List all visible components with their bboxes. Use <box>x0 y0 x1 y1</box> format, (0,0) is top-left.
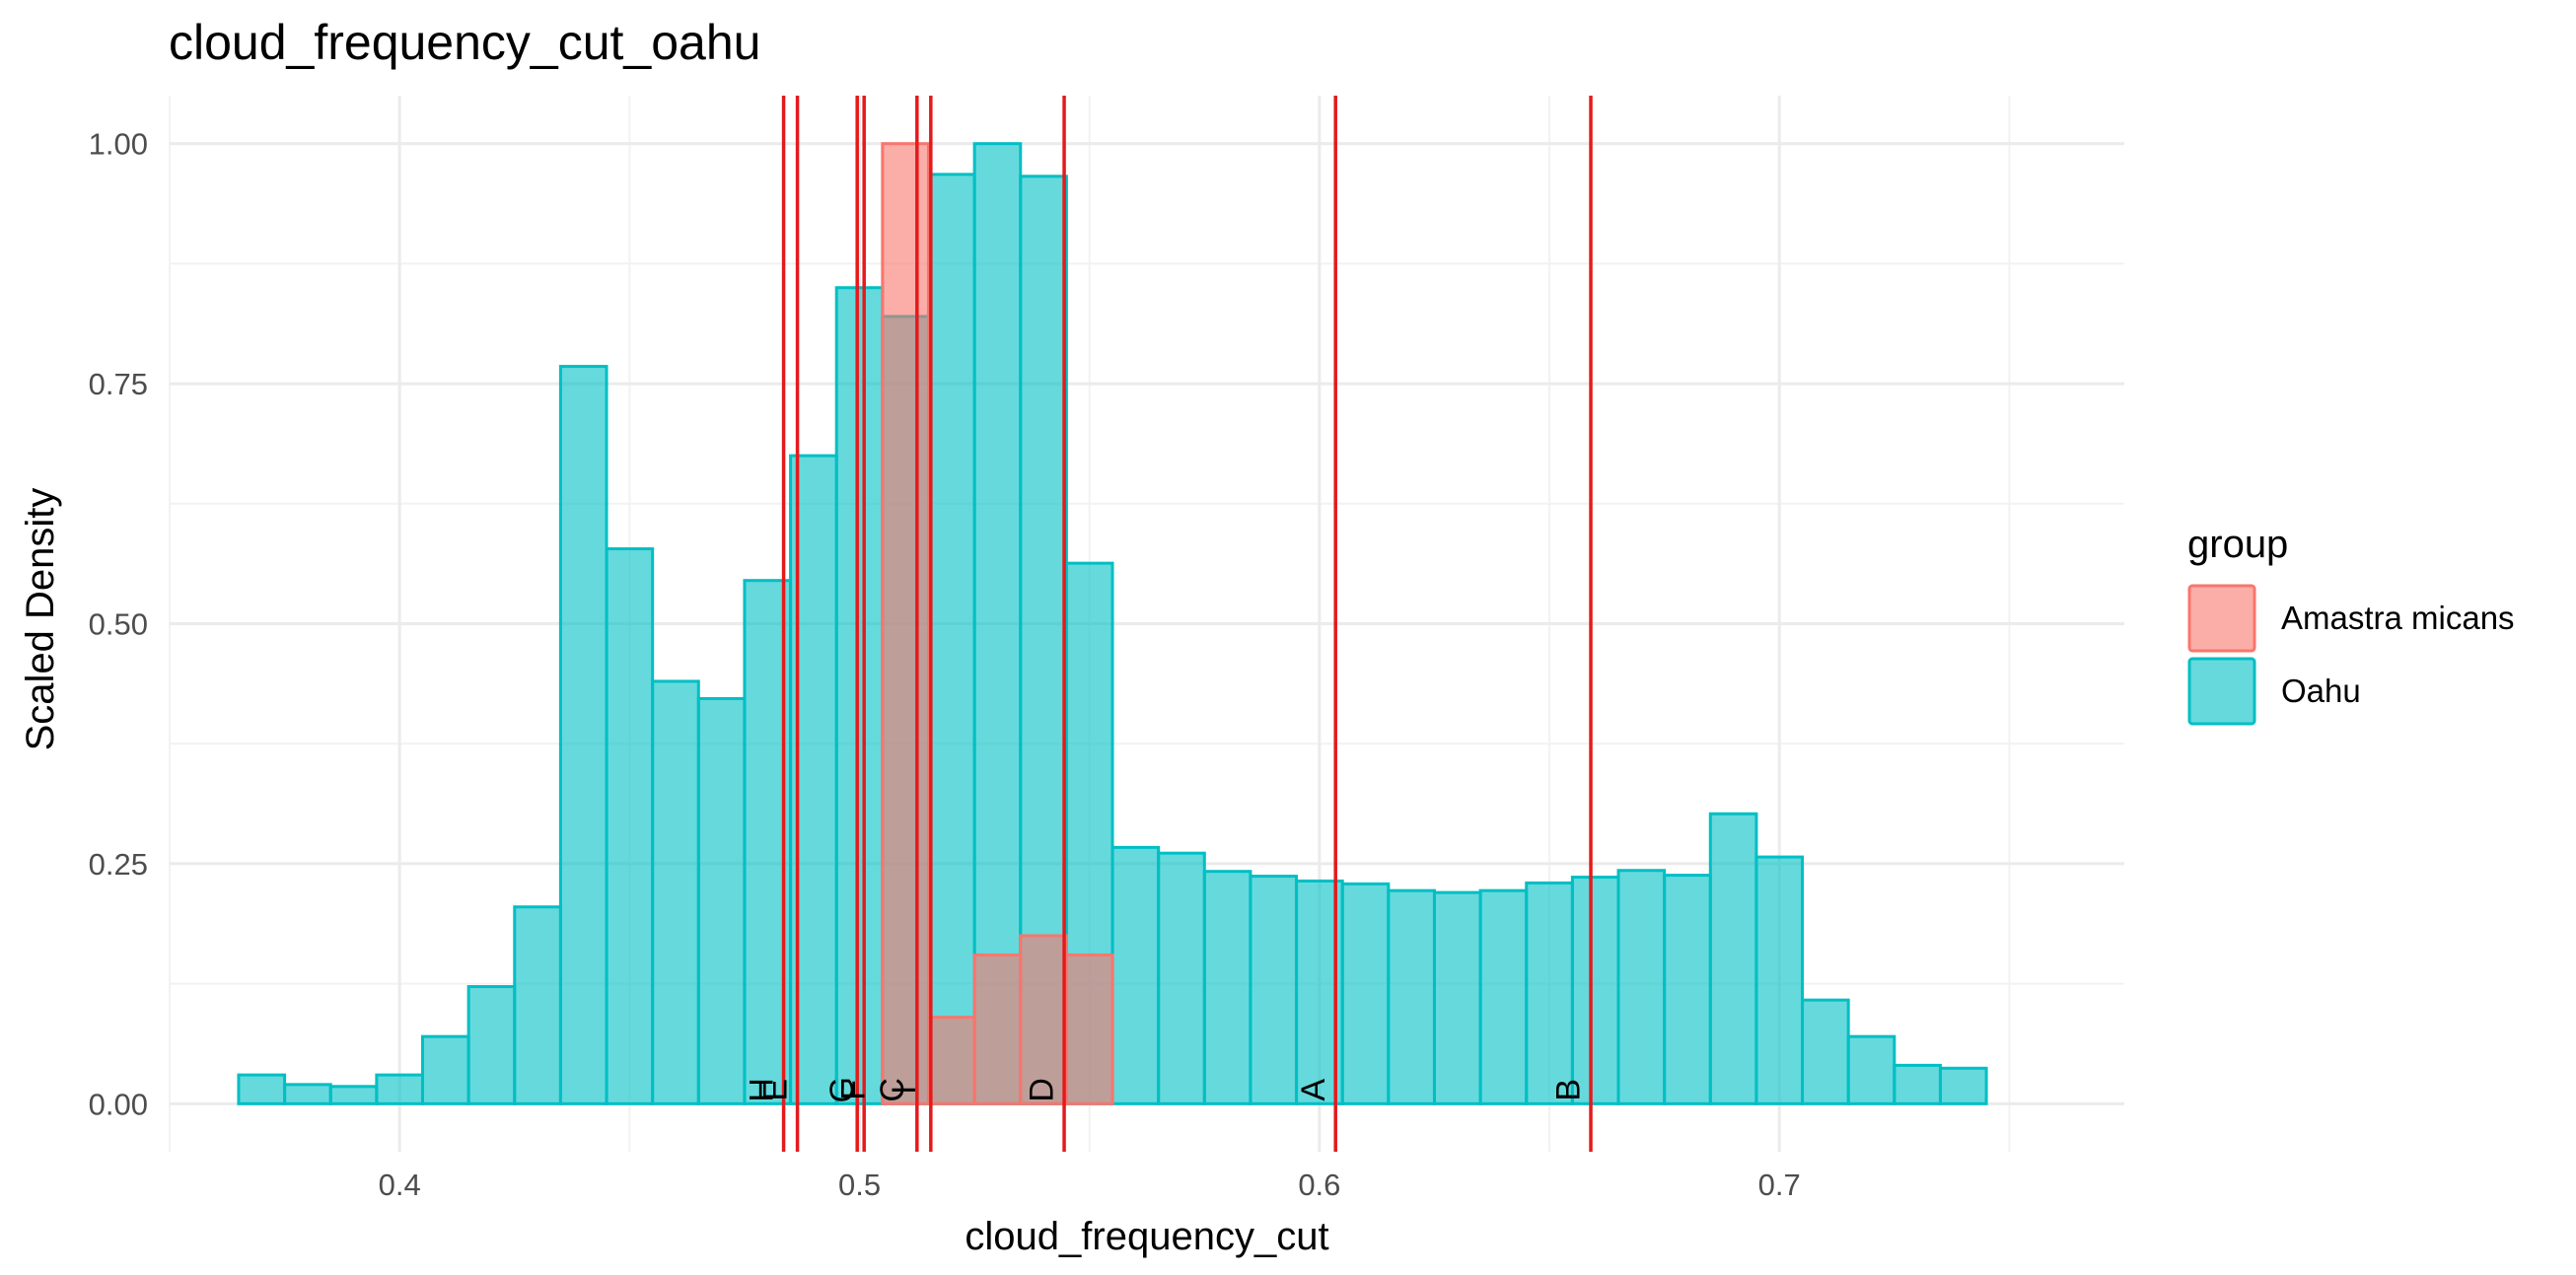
legend-item-amastra-micans: Amastra micans <box>2187 584 2515 653</box>
oahu-bar <box>558 365 608 1105</box>
reference-line-label: G <box>823 1077 861 1102</box>
reference-line-label: D <box>1024 1078 1061 1102</box>
y-tick-label: 1.00 <box>89 127 148 162</box>
oahu-bar <box>420 1034 470 1105</box>
legend: group Amastra micans Oahu <box>2187 523 2515 726</box>
oahu-bar <box>696 696 747 1105</box>
y-tick-label: 0.00 <box>89 1087 148 1121</box>
oahu-bar <box>1846 1034 1896 1105</box>
oahu-bar <box>513 905 562 1105</box>
oahu-bar <box>237 1073 287 1105</box>
x-tick-label: 0.5 <box>838 1168 881 1202</box>
amastra-micans-bar <box>881 142 930 1105</box>
y-axis-tick-labels: 0.00 0.25 0.50 0.75 1.00 <box>89 127 148 1122</box>
legend-label-oahu: Oahu <box>2281 673 2361 709</box>
oahu-bar <box>1249 875 1299 1105</box>
oahu-bar <box>1616 869 1667 1105</box>
legend-item-oahu: Oahu <box>2187 657 2361 726</box>
amastra-micans-bars <box>881 142 1114 1105</box>
amastra-micans-bar <box>972 953 1023 1105</box>
oahu-bar <box>651 679 700 1105</box>
reference-line-labels: HE GF CI D A B <box>743 1077 1587 1102</box>
oahu-bar <box>1663 874 1712 1105</box>
oahu-bar <box>1570 876 1620 1105</box>
oahu-bar <box>834 286 885 1105</box>
oahu-bar <box>1801 998 1850 1105</box>
x-tick-label: 0.4 <box>379 1168 421 1202</box>
reference-line-label: F <box>835 1080 873 1100</box>
oahu-bar <box>1202 870 1252 1105</box>
reference-line-label: C <box>874 1078 911 1102</box>
oahu-bar <box>1754 855 1805 1105</box>
oahu-bar <box>1110 845 1161 1105</box>
x-axis-tick-labels: 0.4 0.5 0.6 0.7 <box>379 1168 1801 1202</box>
oahu-bar <box>283 1083 332 1105</box>
oahu-bar <box>1340 882 1391 1105</box>
y-tick-label: 0.75 <box>89 367 148 401</box>
oahu-bar <box>1708 812 1758 1105</box>
legend-title: group <box>2187 523 2288 566</box>
legend-swatch-oahu <box>2187 657 2256 726</box>
oahu-bar <box>1938 1066 1988 1105</box>
oahu-bar <box>605 547 655 1105</box>
oahu-bars <box>237 142 1988 1105</box>
reference-line-label: I <box>886 1086 923 1095</box>
oahu-bar <box>1432 890 1482 1105</box>
oahu-bar <box>375 1073 424 1105</box>
legend-swatch-amastra-micans <box>2187 584 2256 653</box>
oahu-bar <box>1525 881 1574 1105</box>
oahu-bar <box>328 1085 379 1105</box>
oahu-bar <box>926 173 976 1105</box>
amastra-micans-bar <box>926 1016 976 1105</box>
oahu-bar <box>1387 888 1436 1105</box>
y-axis-title: Scaled Density <box>19 488 62 751</box>
legend-label-amastra-micans: Amastra micans <box>2281 600 2515 636</box>
x-tick-label: 0.6 <box>1298 1168 1340 1202</box>
reference-line-label: B <box>1550 1079 1588 1101</box>
reference-lines <box>781 96 1593 1152</box>
oahu-bar <box>1157 851 1206 1105</box>
reference-line-label: A <box>1295 1079 1332 1101</box>
chart-title: cloud_frequency_cut_oahu <box>169 15 760 70</box>
amastra-micans-bar <box>1019 934 1068 1105</box>
oahu-bar <box>1893 1063 1942 1105</box>
reference-line-label: E <box>756 1079 794 1101</box>
amastra-micans-bar <box>1064 953 1114 1105</box>
y-tick-label: 0.25 <box>89 847 148 882</box>
y-tick-label: 0.50 <box>89 607 148 642</box>
x-axis-title: cloud_frequency_cut <box>965 1215 1328 1258</box>
x-tick-label: 0.7 <box>1758 1168 1801 1202</box>
oahu-bar <box>466 985 517 1105</box>
oahu-bar <box>1478 888 1529 1105</box>
reference-line-label: H <box>743 1078 780 1102</box>
